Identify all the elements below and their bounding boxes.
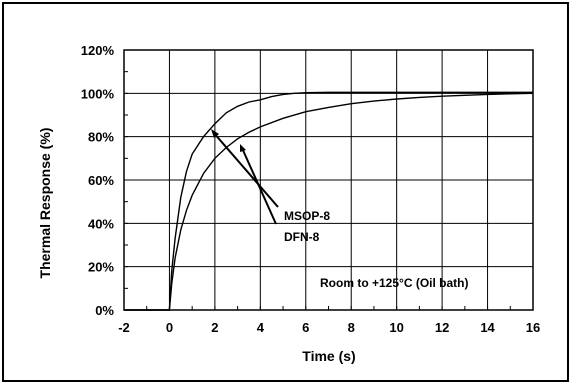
x-tick-label: 16 <box>526 320 540 335</box>
y-tick-label: 20% <box>88 260 114 275</box>
x-tick-label: 6 <box>302 320 309 335</box>
label-dfn: DFN-8 <box>284 230 320 244</box>
x-tick-label: -2 <box>118 320 130 335</box>
arrowhead-dfn <box>240 144 246 152</box>
y-tick-label: 80% <box>88 130 114 145</box>
condition-note: Room to +125°C (Oil bath) <box>320 276 468 290</box>
label-msop: MSOP-8 <box>284 209 330 223</box>
series-lines <box>124 91 534 311</box>
arrowhead-msop <box>211 129 219 138</box>
y-tick-label: 100% <box>81 86 115 101</box>
y-tick-label: 0% <box>95 303 114 318</box>
arrow-msop <box>212 131 279 208</box>
chart-frame <box>2 2 569 382</box>
grid <box>124 50 533 310</box>
x-tick-label: 2 <box>211 320 218 335</box>
x-tick-label: 0 <box>166 320 173 335</box>
series-line-dfn-8 <box>124 92 534 311</box>
x-tick-label: 4 <box>257 320 265 335</box>
arrow-dfn <box>241 147 277 225</box>
annotation-msop: MSOP-8 <box>211 129 330 223</box>
y-tick-label: 40% <box>88 216 114 231</box>
x-tick-label: 12 <box>435 320 449 335</box>
y-tick-label: 120% <box>81 43 115 58</box>
annotation-dfn: DFN-8 <box>240 144 320 244</box>
x-axis-label: Time (s) <box>302 348 355 364</box>
y-tick-label: 60% <box>88 173 114 188</box>
y-axis-label: Thermal Response (%) <box>37 128 53 279</box>
series-line-msop-8 <box>124 91 533 311</box>
x-tick-label: 14 <box>480 320 495 335</box>
y-ticks: 0% 20% 40% 60% 80% 100% 120% <box>81 43 128 318</box>
x-ticks: -2 0 2 4 6 8 10 12 14 16 <box>118 306 540 335</box>
x-tick-label: 8 <box>348 320 355 335</box>
x-tick-label: 10 <box>389 320 403 335</box>
